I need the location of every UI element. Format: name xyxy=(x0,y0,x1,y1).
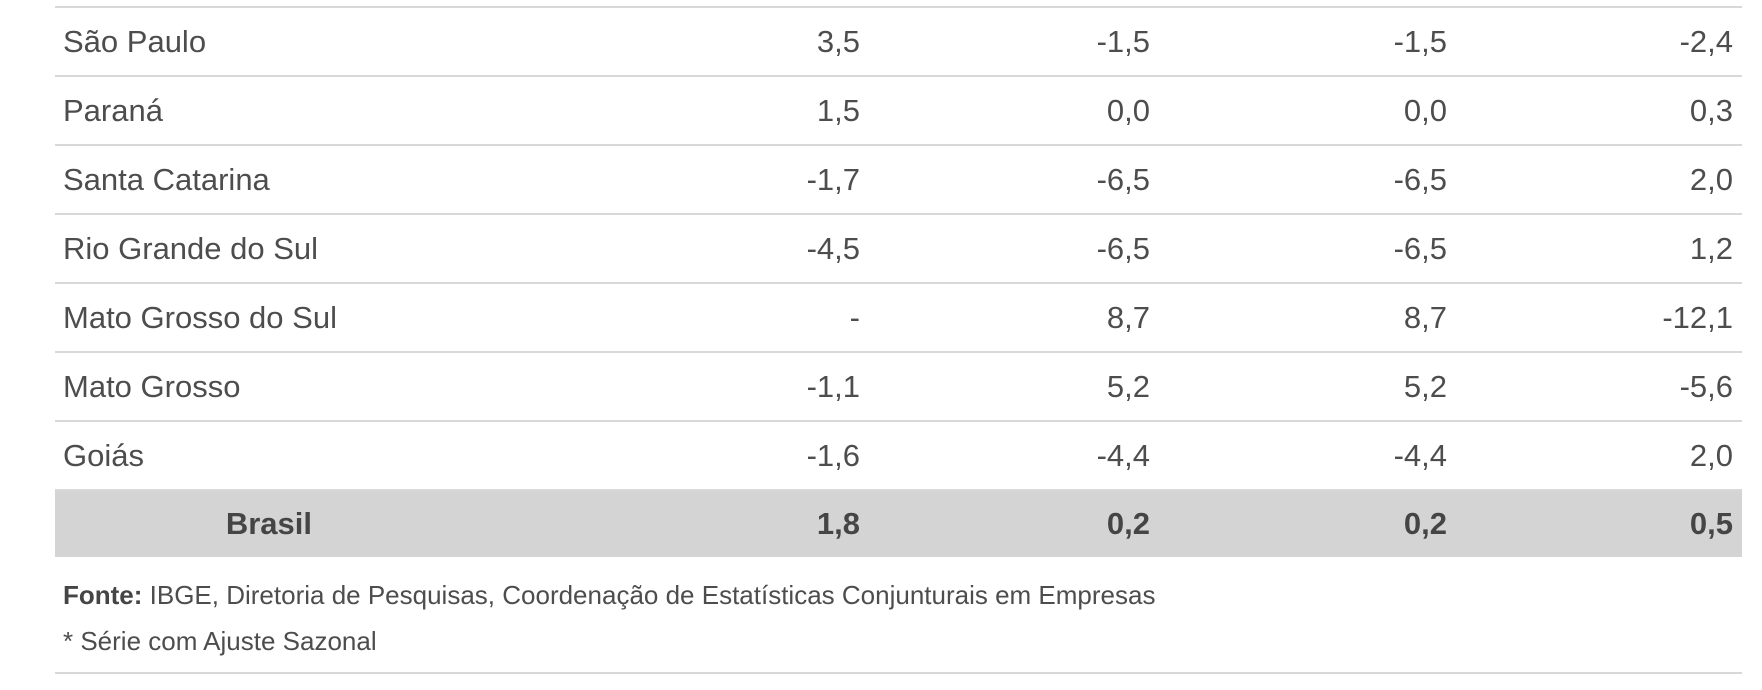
cell-value: 0,0 xyxy=(1106,92,1150,128)
states-table: São Paulo 3,5 -1,5 -1,5 -2,4 Paraná 1,5 0,0 0,0 0… xyxy=(55,6,1742,557)
row-label: Goiás xyxy=(63,437,144,473)
cell-value: 3,5 xyxy=(816,23,860,59)
row-label: São Paulo xyxy=(63,23,207,59)
total-row-label: Brasil xyxy=(225,506,312,541)
cell-value: -1,7 xyxy=(806,161,860,197)
table-row: São Paulo 3,5 -1,5 -1,5 -2,4 xyxy=(55,8,1742,77)
cell-value: - xyxy=(849,299,860,335)
cell-value: 2,0 xyxy=(1689,437,1733,473)
cell-value: -2,4 xyxy=(1679,23,1733,59)
total-cell-value: 0,2 xyxy=(1106,506,1150,541)
total-cell-value: 0,2 xyxy=(1403,506,1447,541)
total-row: Brasil 1,8 0,2 0,2 0,5 xyxy=(55,491,1742,557)
bottom-divider xyxy=(55,672,1742,674)
cell-value: -1,6 xyxy=(806,437,860,473)
source-note: Fonte: IBGE, Diretoria de Pesquisas, Coo… xyxy=(63,580,1155,610)
cell-value: 5,2 xyxy=(1403,368,1447,404)
cell-value: -6,5 xyxy=(1393,230,1447,266)
cell-value: 8,7 xyxy=(1106,299,1150,335)
row-label: Mato Grosso xyxy=(63,368,241,404)
cell-value: -5,6 xyxy=(1679,368,1733,404)
table-row: Santa Catarina -1,7 -6,5 -6,5 2,0 xyxy=(55,146,1742,215)
cell-value: 0,3 xyxy=(1689,92,1733,128)
cell-value: -1,5 xyxy=(1096,23,1150,59)
cell-value: -4,5 xyxy=(806,230,860,266)
cell-value: -6,5 xyxy=(1393,161,1447,197)
row-label: Mato Grosso do Sul xyxy=(63,299,337,335)
source-text: IBGE, Diretoria de Pesquisas, Coordenaçã… xyxy=(142,580,1156,610)
cell-value: -1,5 xyxy=(1393,23,1447,59)
cell-value: 0,0 xyxy=(1403,92,1447,128)
cell-value: -4,4 xyxy=(1393,437,1447,473)
cell-value: 1,2 xyxy=(1689,230,1733,266)
cell-value: -4,4 xyxy=(1096,437,1150,473)
cell-value: 1,5 xyxy=(816,92,860,128)
seasonal-adjustment-note: * Série com Ajuste Sazonal xyxy=(63,626,377,656)
row-label: Santa Catarina xyxy=(63,161,270,197)
table-row: Mato Grosso do Sul - 8,7 8,7 -12,1 xyxy=(55,284,1742,353)
cell-value: -12,1 xyxy=(1662,299,1733,335)
row-label: Rio Grande do Sul xyxy=(63,230,319,266)
total-cell-value: 1,8 xyxy=(816,506,860,541)
table-row: Paraná 1,5 0,0 0,0 0,3 xyxy=(55,77,1742,146)
cell-value: 5,2 xyxy=(1106,368,1150,404)
table-row: Rio Grande do Sul -4,5 -6,5 -6,5 1,2 xyxy=(55,215,1742,284)
cell-value: 2,0 xyxy=(1689,161,1733,197)
table-row: Mato Grosso -1,1 5,2 5,2 -5,6 xyxy=(55,353,1742,422)
row-label: Paraná xyxy=(63,92,163,128)
cell-value: 8,7 xyxy=(1403,299,1447,335)
cell-value: -6,5 xyxy=(1096,230,1150,266)
cell-value: -1,1 xyxy=(806,368,860,404)
total-cell-value: 0,5 xyxy=(1689,506,1733,541)
source-label: Fonte: xyxy=(63,580,143,610)
table-row: Goiás -1,6 -4,4 -4,4 2,0 xyxy=(55,422,1742,491)
cell-value: -6,5 xyxy=(1096,161,1150,197)
